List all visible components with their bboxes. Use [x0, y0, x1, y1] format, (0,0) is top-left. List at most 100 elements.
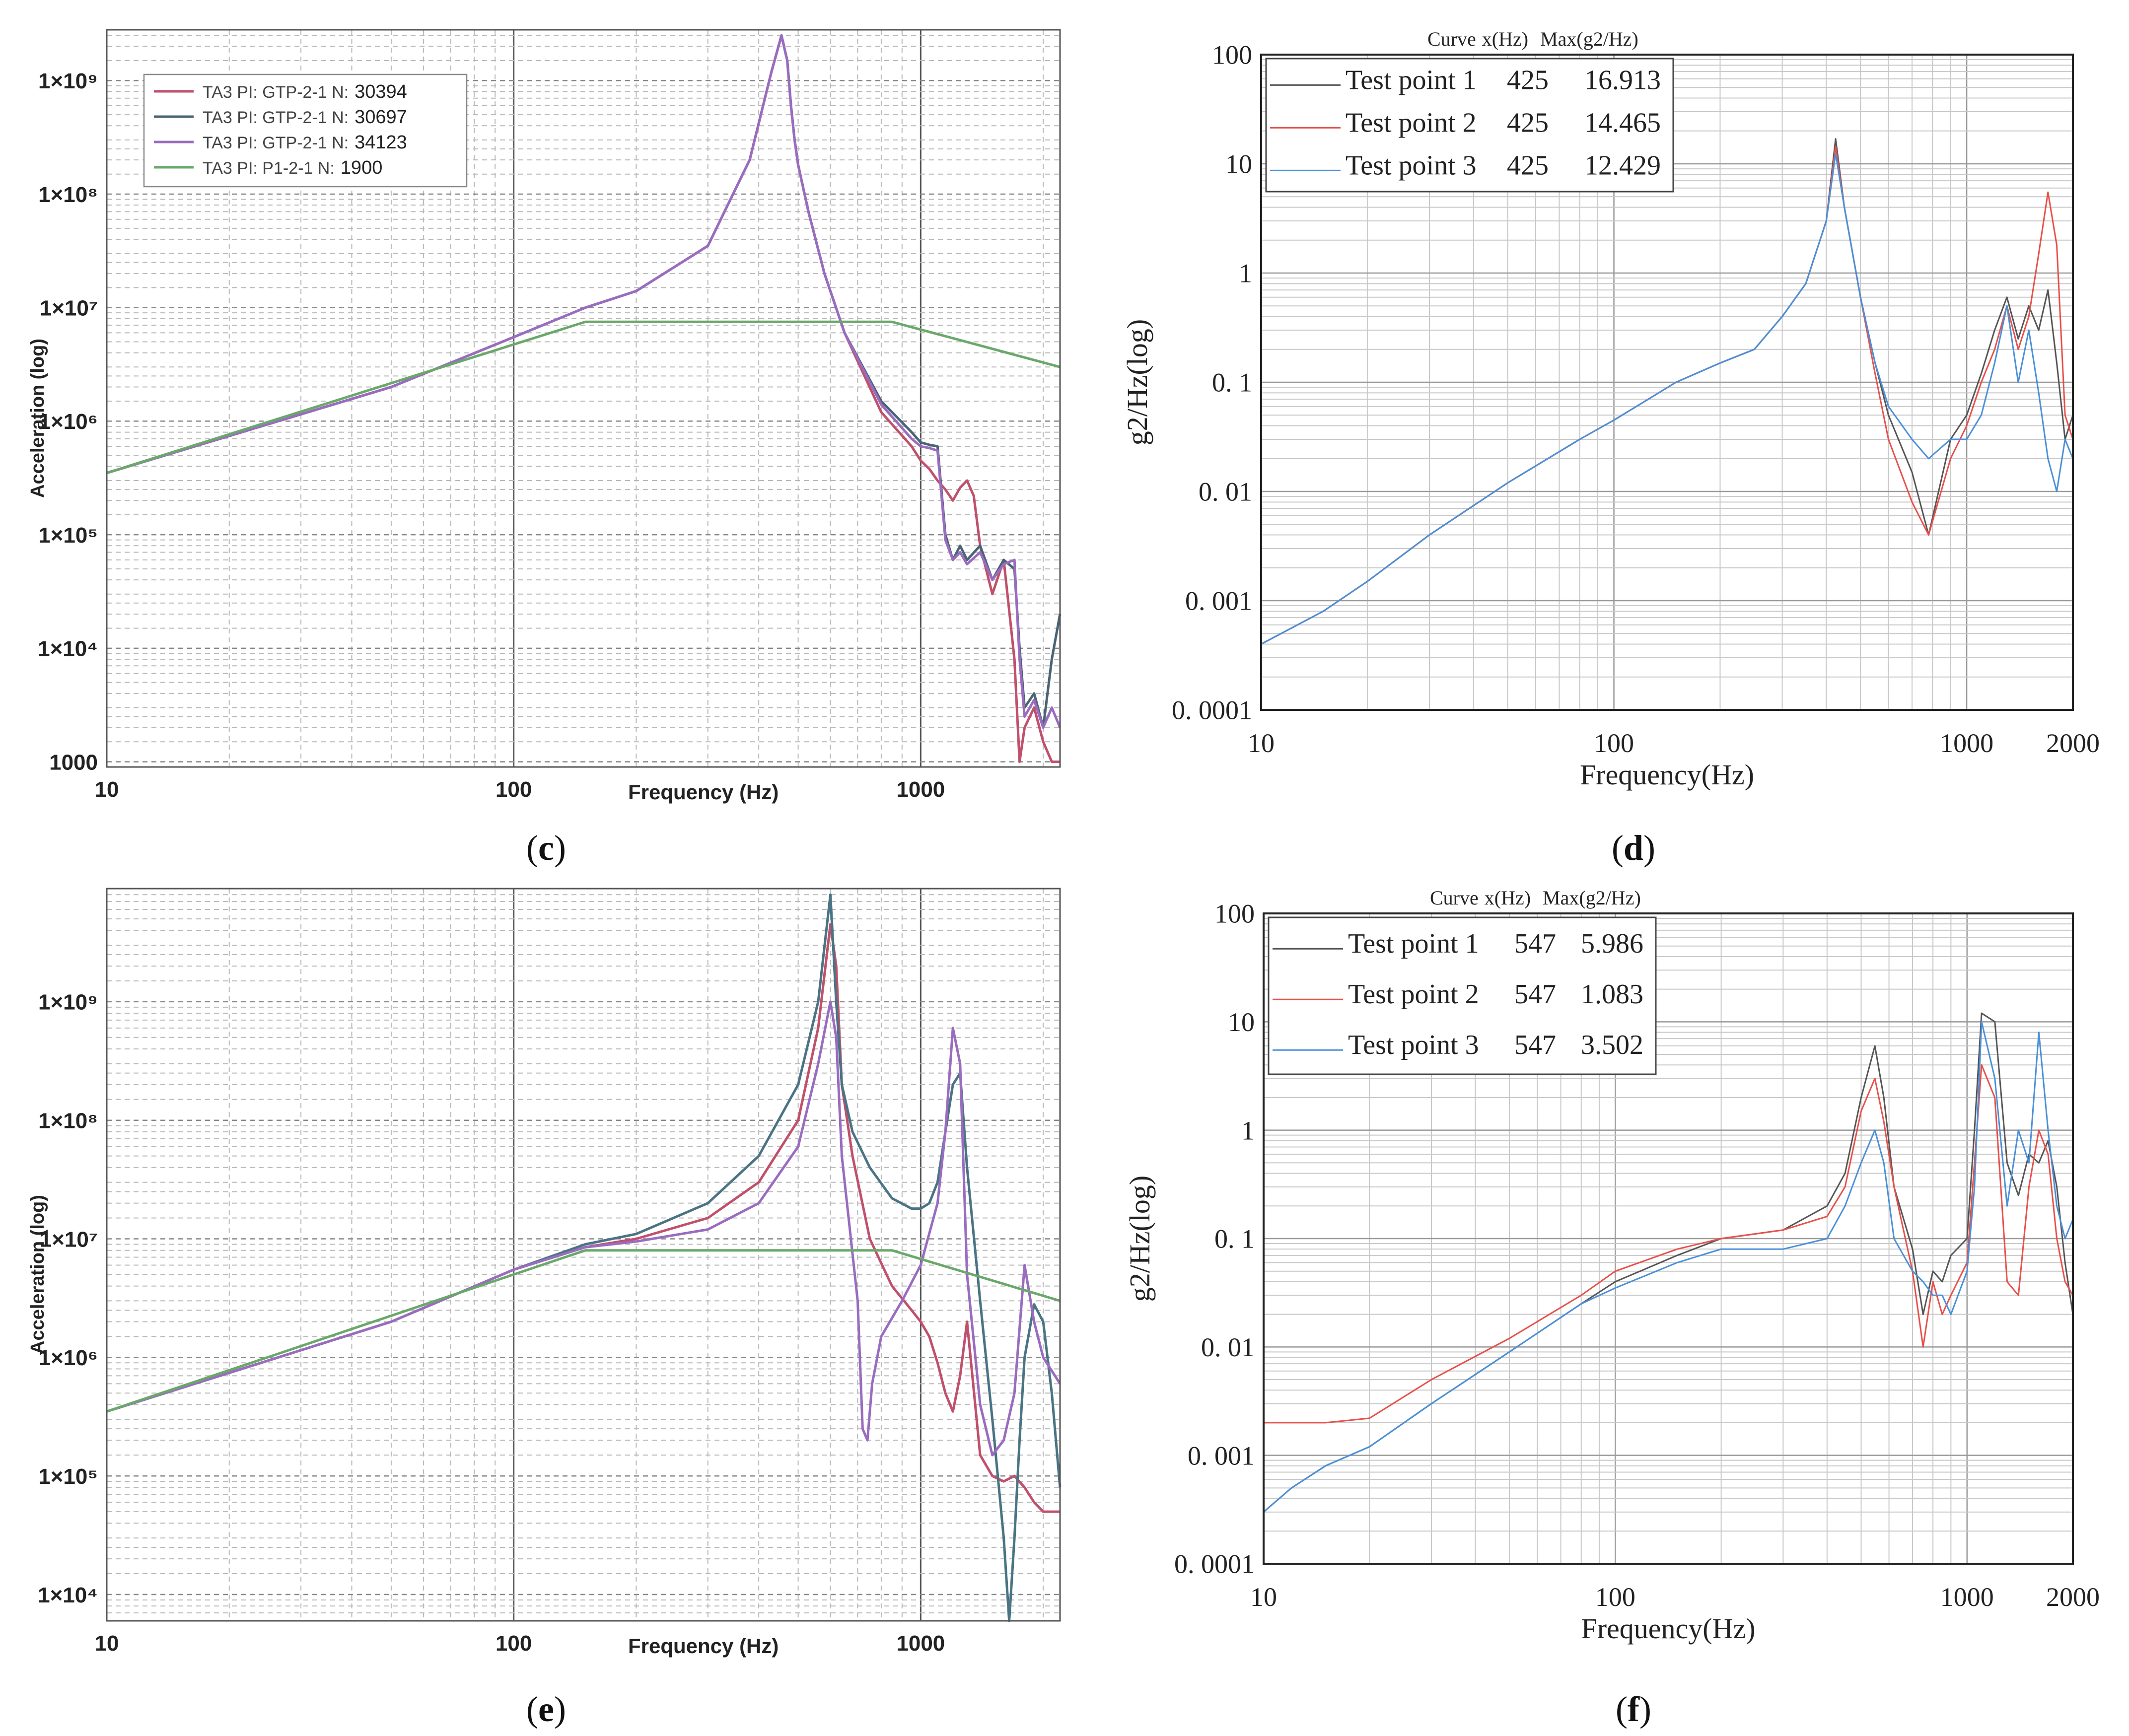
- y-tick-label: 1000: [49, 750, 98, 774]
- legend: Curve x(Hz) Max(g2/Hz) Test point 1 425 16.91…: [1265, 28, 1674, 193]
- x-tick-label: 2000: [2046, 1582, 2100, 1612]
- y-axis-label: g2/Hz(log): [1124, 1176, 1156, 1302]
- x-tick-label: 1000: [896, 777, 945, 802]
- legend-entry-max: 14.465: [1584, 107, 1661, 138]
- series-group: [106, 893, 1062, 1622]
- x-tick-label: 100: [1594, 728, 1634, 758]
- y-axis-label: Acceleration (log): [27, 339, 48, 498]
- y-tick-label: 1: [1241, 1115, 1255, 1145]
- legend-entry-x: 547: [1514, 979, 1556, 1010]
- x-tick-label: 100: [496, 1631, 532, 1656]
- legend-entry-name: Test point 3: [1346, 150, 1477, 181]
- y-tick-label: 1×10⁶: [39, 1346, 98, 1370]
- legend-entry: TA3 PI: GTP-2-1 N: 34123: [203, 132, 407, 153]
- y-tick-label: 0. 001: [1188, 1441, 1255, 1470]
- legend-entry-max: 5.986: [1581, 928, 1643, 959]
- legend-box: [1265, 58, 1674, 193]
- legend-entry: TA3 PI: GTP-2-1 N: 30697: [203, 107, 407, 128]
- x-tick-label: 100: [1595, 1582, 1635, 1612]
- legend-entry: TA3 PI: P1-2-1 N: 1900: [203, 157, 382, 178]
- series-line-4: [106, 320, 1061, 475]
- series-line-1: [106, 923, 1060, 1513]
- legend-entry: TA3 PI: GTP-2-1 N: 30394: [203, 81, 407, 102]
- panel-d-chart: 10 100 1000 2000 0. 0001 0. 001 0. 01 0. 1 1 10 10…: [1121, 28, 2100, 791]
- y-tick-label: 1×10⁸: [38, 1109, 98, 1133]
- legend-header: Curve x(Hz) Max(g2/Hz): [1430, 887, 1641, 909]
- legend-entry-max: 3.502: [1581, 1030, 1643, 1060]
- panel-c-chart: 10 100 1000 1000 1×10⁴ 1×10⁵ 1×10⁶ 1×10⁷ 1×10⁸ 1×…: [27, 29, 1062, 804]
- legend: Curve x(Hz) Max(g2/Hz) Test point 1 547 5.986…: [1268, 887, 1657, 1075]
- series-group: [1261, 138, 2074, 645]
- plot-area: [107, 889, 1060, 1621]
- x-axis-label: Frequency(Hz): [1581, 1612, 1755, 1645]
- y-tick-label: 1×10⁹: [38, 69, 98, 93]
- y-tick-label: 1×10⁹: [38, 990, 98, 1015]
- series-line-2: [106, 893, 1062, 1622]
- legend-entry-x: 425: [1507, 150, 1549, 181]
- series-group: [1263, 1012, 2074, 1513]
- grid: [106, 30, 1060, 767]
- legend-entry-max: 16.913: [1584, 65, 1661, 95]
- series-line-3: [1263, 1021, 2074, 1513]
- caption-d: (d): [1612, 828, 1655, 868]
- y-tick-label: 100: [1214, 899, 1255, 929]
- legend-entry-x: 547: [1514, 928, 1556, 959]
- series-line-4: [106, 1249, 1061, 1413]
- legend-header: Curve x(Hz) Max(g2/Hz): [1427, 28, 1638, 50]
- x-axis-label: Frequency (Hz): [628, 1634, 779, 1658]
- x-tick-label: 1000: [1940, 1582, 1994, 1612]
- plot-frame: [106, 888, 1061, 1622]
- y-tick-label: 0. 0001: [1174, 1549, 1255, 1579]
- y-tick-label: 100: [1212, 40, 1252, 70]
- legend: TA3 PI: GTP-2-1 N: 30394 TA3 PI: GTP-2-1 N…: [143, 73, 468, 188]
- caption-f: (f): [1616, 1689, 1651, 1729]
- x-tick-label: 10: [95, 1631, 119, 1656]
- x-tick-label: 2000: [2046, 728, 2100, 758]
- series-group: [106, 34, 1062, 763]
- y-tick-label: 1×10⁵: [38, 1464, 98, 1489]
- x-tick-label: 1000: [1940, 728, 1993, 758]
- y-tick-label: 1×10⁸: [38, 183, 98, 207]
- legend-entry-name: Test point 3: [1348, 1030, 1479, 1060]
- y-tick-label: 0. 1: [1212, 368, 1252, 398]
- legend-box: [1268, 916, 1657, 1075]
- x-tick-label: 100: [496, 777, 532, 802]
- y-tick-label: 0. 01: [1199, 477, 1252, 507]
- x-axis-label: Frequency (Hz): [628, 780, 779, 804]
- legend-entry-max: 12.429: [1584, 150, 1661, 181]
- legend-entry-x: 547: [1514, 1030, 1556, 1060]
- x-tick-label: 10: [1248, 728, 1275, 758]
- panel-e-chart: 10 100 1000 1×10⁴ 1×10⁵ 1×10⁶ 1×10⁷ 1×10⁸ 1×10⁹ F…: [27, 888, 1062, 1658]
- x-tick-label: 10: [95, 777, 119, 802]
- y-tick-label: 0. 001: [1185, 586, 1252, 616]
- caption-e: (e): [526, 1689, 566, 1729]
- y-tick-label: 0. 0001: [1172, 695, 1252, 725]
- y-tick-label: 1×10⁴: [38, 1583, 98, 1607]
- panel-f-chart: 10 100 1000 2000 0. 0001 0. 001 0. 01 0. 1 1 10 10…: [1124, 887, 2100, 1645]
- y-axis-label: g2/Hz(log): [1121, 319, 1153, 446]
- series-line-3: [1261, 152, 2074, 645]
- y-tick-label: 0. 01: [1201, 1332, 1255, 1362]
- y-tick-label: 1×10⁶: [39, 410, 98, 434]
- series-line-3: [106, 1000, 1062, 1457]
- legend-box: [143, 73, 468, 188]
- x-axis-label: Frequency(Hz): [1580, 759, 1754, 791]
- y-tick-label: 1×10⁴: [38, 637, 98, 661]
- legend-entry-x: 425: [1507, 65, 1549, 95]
- x-tick-label: 10: [1250, 1582, 1277, 1612]
- legend-entry-x: 425: [1507, 107, 1549, 138]
- legend-entry-max: 1.083: [1581, 979, 1643, 1010]
- y-tick-label: 10: [1225, 149, 1252, 179]
- legend-entry-name: Test point 1: [1348, 928, 1479, 959]
- x-tick-label: 1000: [896, 1631, 945, 1656]
- plot-frame: [1260, 54, 2074, 711]
- plot-frame: [1263, 912, 2074, 1565]
- series-line-3: [106, 34, 1062, 729]
- y-tick-label: 1: [1239, 259, 1252, 288]
- legend-entry-name: Test point 2: [1348, 979, 1479, 1010]
- legend-entry-name: Test point 2: [1346, 107, 1477, 138]
- series-line-2: [1264, 1064, 2074, 1424]
- legend-entry-name: Test point 1: [1346, 65, 1477, 95]
- plot-frame: [106, 29, 1061, 768]
